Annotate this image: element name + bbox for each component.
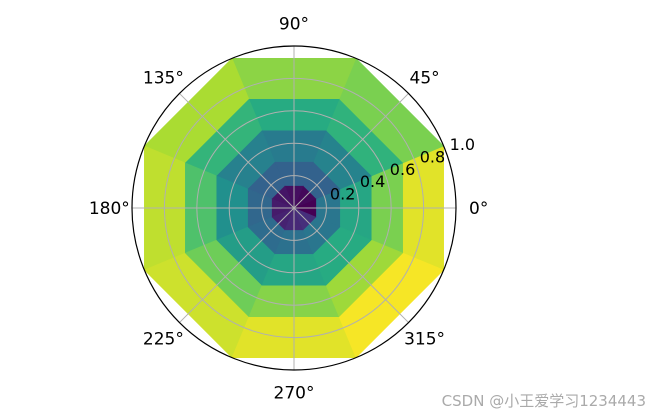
tick-labels: 0° 45° 90° 135° 180° 225° 270° 315° 0.2 0.4 0.6 0.8… [89,14,489,403]
r-tick-label-1: 0.4 [360,172,385,191]
theta-tick-label-4: 180° [89,199,130,219]
theta-gridline-7 [293,207,409,323]
r-tick-label-2: 0.6 [390,160,415,179]
theta-tick-label-2: 90° [279,14,309,34]
r-tick-label-4: 1.0 [450,135,475,154]
theta-tick-label-7: 315° [404,330,445,350]
polar-grid [131,45,457,371]
theta-tick-label-0: 0° [469,199,488,219]
theta-tick-label-5: 225° [143,330,184,350]
polar-frame [131,45,457,371]
theta-tick-label-6: 270° [274,384,315,404]
r-tick-label-0: 0.2 [330,185,355,204]
watermark: CSDN @小王爱学习1234443 [441,392,646,410]
theta-gridline-3 [179,93,295,209]
theta-tick-label-1: 45° [410,68,440,88]
theta-gridline-5 [179,207,295,323]
r-tick-label-3: 0.8 [420,147,445,166]
theta-gridline-1 [293,93,409,209]
theta-tick-label-3: 135° [143,68,184,88]
